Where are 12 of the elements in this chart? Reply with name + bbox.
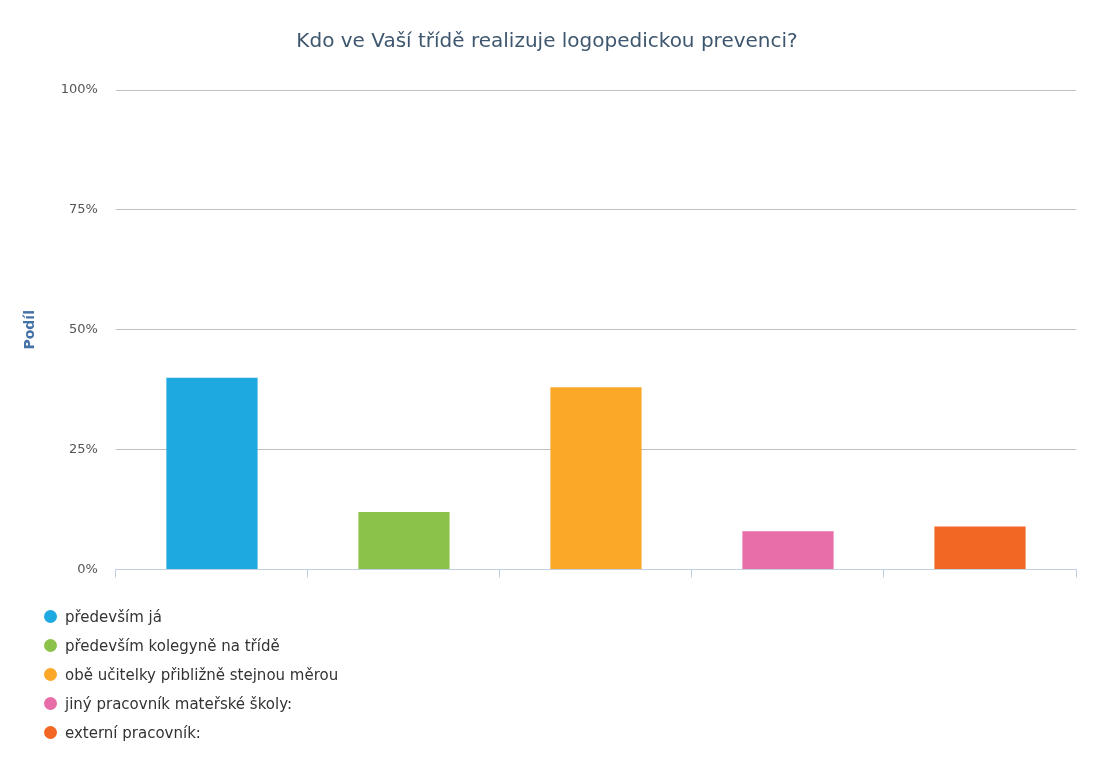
legend-label: externí pracovník: [65, 723, 201, 742]
chart-title: Kdo ve Vaší třídě realizuje logopedickou prevenci? [296, 28, 798, 53]
y-tick-label: 0% [77, 560, 98, 576]
y-tick-label: 75% [69, 201, 98, 217]
y-tick-label: 100% [60, 81, 98, 97]
y-tick-label: 25% [69, 441, 98, 457]
legend-label: jiný pracovník mateřské školy: [65, 694, 292, 713]
y-tick-label: 50% [69, 321, 98, 337]
legend-label: obě učitelky přibližně stejnou měrou [65, 665, 339, 684]
legend-label: především já [65, 607, 162, 626]
legend-label: především kolegyně na třídě [65, 636, 280, 655]
y-axis-title: Podíl [21, 310, 38, 350]
